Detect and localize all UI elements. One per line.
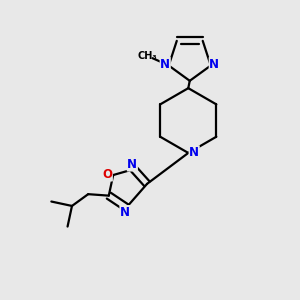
Text: CH₃: CH₃ <box>137 51 157 61</box>
Text: N: N <box>120 206 130 219</box>
Text: N: N <box>209 58 219 70</box>
Text: O: O <box>102 168 112 181</box>
Text: N: N <box>160 58 170 70</box>
Text: N: N <box>189 146 199 159</box>
Text: N: N <box>127 158 137 171</box>
